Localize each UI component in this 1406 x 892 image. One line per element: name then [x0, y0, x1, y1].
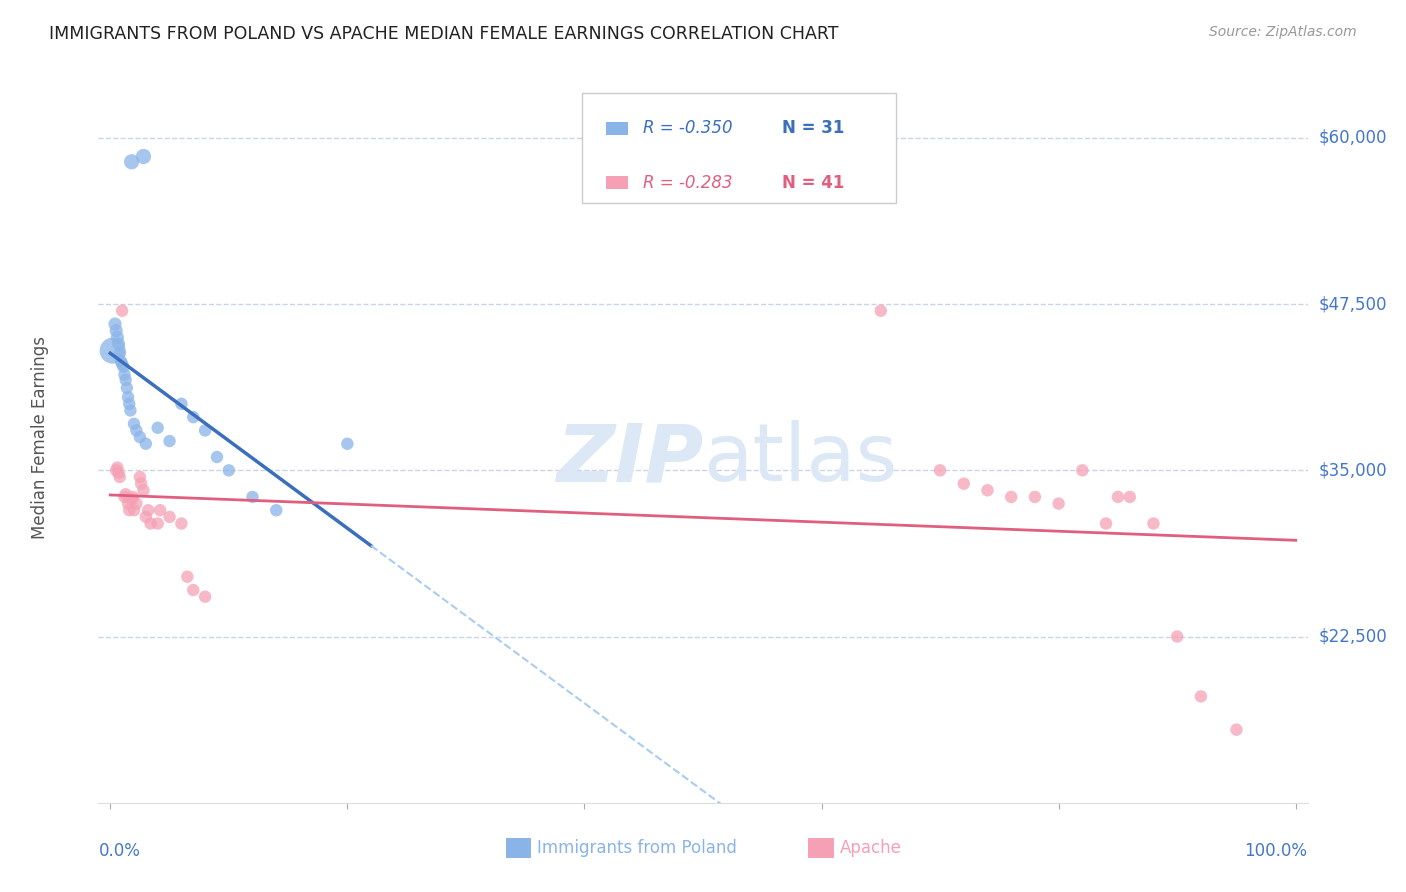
Point — [125, 424, 148, 438]
Point — [952, 476, 974, 491]
Point — [121, 154, 143, 169]
Point — [114, 368, 136, 382]
Point — [132, 149, 155, 163]
Point — [105, 463, 128, 477]
Point — [129, 476, 152, 491]
Text: N = 41: N = 41 — [782, 174, 844, 192]
Text: Apache: Apache — [839, 839, 901, 857]
Point — [135, 509, 157, 524]
Point — [115, 381, 138, 395]
Point — [159, 434, 181, 448]
Point — [218, 463, 240, 477]
Point — [1142, 516, 1164, 531]
Point — [108, 346, 131, 360]
Point — [1119, 490, 1142, 504]
Point — [108, 470, 131, 484]
Point — [118, 397, 141, 411]
Point — [1071, 463, 1094, 477]
FancyBboxPatch shape — [606, 176, 628, 189]
Point — [107, 466, 129, 480]
Point — [117, 390, 139, 404]
Point — [122, 417, 145, 431]
Point — [336, 436, 359, 450]
Text: Median Female Earnings: Median Female Earnings — [31, 335, 49, 539]
Point — [117, 497, 139, 511]
Point — [107, 337, 129, 351]
Text: N = 31: N = 31 — [782, 120, 844, 137]
Text: R = -0.350: R = -0.350 — [643, 120, 733, 137]
Point — [869, 303, 891, 318]
Point — [120, 403, 142, 417]
Point — [181, 410, 204, 425]
Point — [136, 503, 159, 517]
Point — [1189, 690, 1212, 704]
Point — [132, 483, 155, 498]
Text: Source: ZipAtlas.com: Source: ZipAtlas.com — [1209, 25, 1357, 39]
Point — [1047, 497, 1070, 511]
FancyBboxPatch shape — [606, 122, 628, 135]
Point — [139, 516, 162, 531]
Point — [105, 324, 128, 338]
Point — [105, 330, 128, 344]
Point — [114, 490, 136, 504]
Text: 0.0%: 0.0% — [98, 842, 141, 860]
Point — [101, 343, 124, 358]
Point — [111, 357, 134, 371]
Point — [976, 483, 998, 498]
Point — [194, 424, 217, 438]
Point — [1095, 516, 1118, 531]
Point — [1000, 490, 1022, 504]
Point — [1107, 490, 1129, 504]
Point — [121, 490, 143, 504]
Point — [146, 421, 169, 435]
Point — [149, 503, 172, 517]
FancyBboxPatch shape — [582, 94, 897, 203]
Point — [129, 430, 152, 444]
Point — [264, 503, 287, 517]
Point — [170, 397, 193, 411]
Text: $47,500: $47,500 — [1319, 295, 1388, 313]
Point — [159, 509, 181, 524]
Point — [121, 492, 143, 507]
Point — [135, 436, 157, 450]
Point — [112, 359, 135, 374]
Text: $22,500: $22,500 — [1319, 628, 1388, 646]
Point — [114, 373, 136, 387]
Point — [118, 503, 141, 517]
Point — [129, 470, 152, 484]
Text: 100.0%: 100.0% — [1244, 842, 1308, 860]
Point — [205, 450, 228, 464]
Point — [110, 354, 132, 368]
Point — [114, 487, 136, 501]
Point — [176, 570, 198, 584]
Point — [111, 303, 134, 318]
Point — [1024, 490, 1046, 504]
Text: $60,000: $60,000 — [1319, 128, 1388, 147]
Point — [181, 582, 204, 597]
Point — [170, 516, 193, 531]
Point — [146, 516, 169, 531]
Text: R = -0.283: R = -0.283 — [643, 174, 733, 192]
Point — [1166, 630, 1188, 644]
Text: ZIP: ZIP — [555, 420, 703, 498]
Text: atlas: atlas — [703, 420, 897, 498]
Point — [929, 463, 952, 477]
Point — [122, 503, 145, 517]
Point — [125, 497, 148, 511]
Point — [194, 590, 217, 604]
Text: Immigrants from Poland: Immigrants from Poland — [537, 839, 737, 857]
Point — [1225, 723, 1247, 737]
Text: IMMIGRANTS FROM POLAND VS APACHE MEDIAN FEMALE EARNINGS CORRELATION CHART: IMMIGRANTS FROM POLAND VS APACHE MEDIAN … — [49, 25, 839, 43]
Point — [104, 317, 127, 331]
Point — [242, 490, 264, 504]
Point — [105, 460, 128, 475]
Text: $35,000: $35,000 — [1319, 461, 1388, 479]
